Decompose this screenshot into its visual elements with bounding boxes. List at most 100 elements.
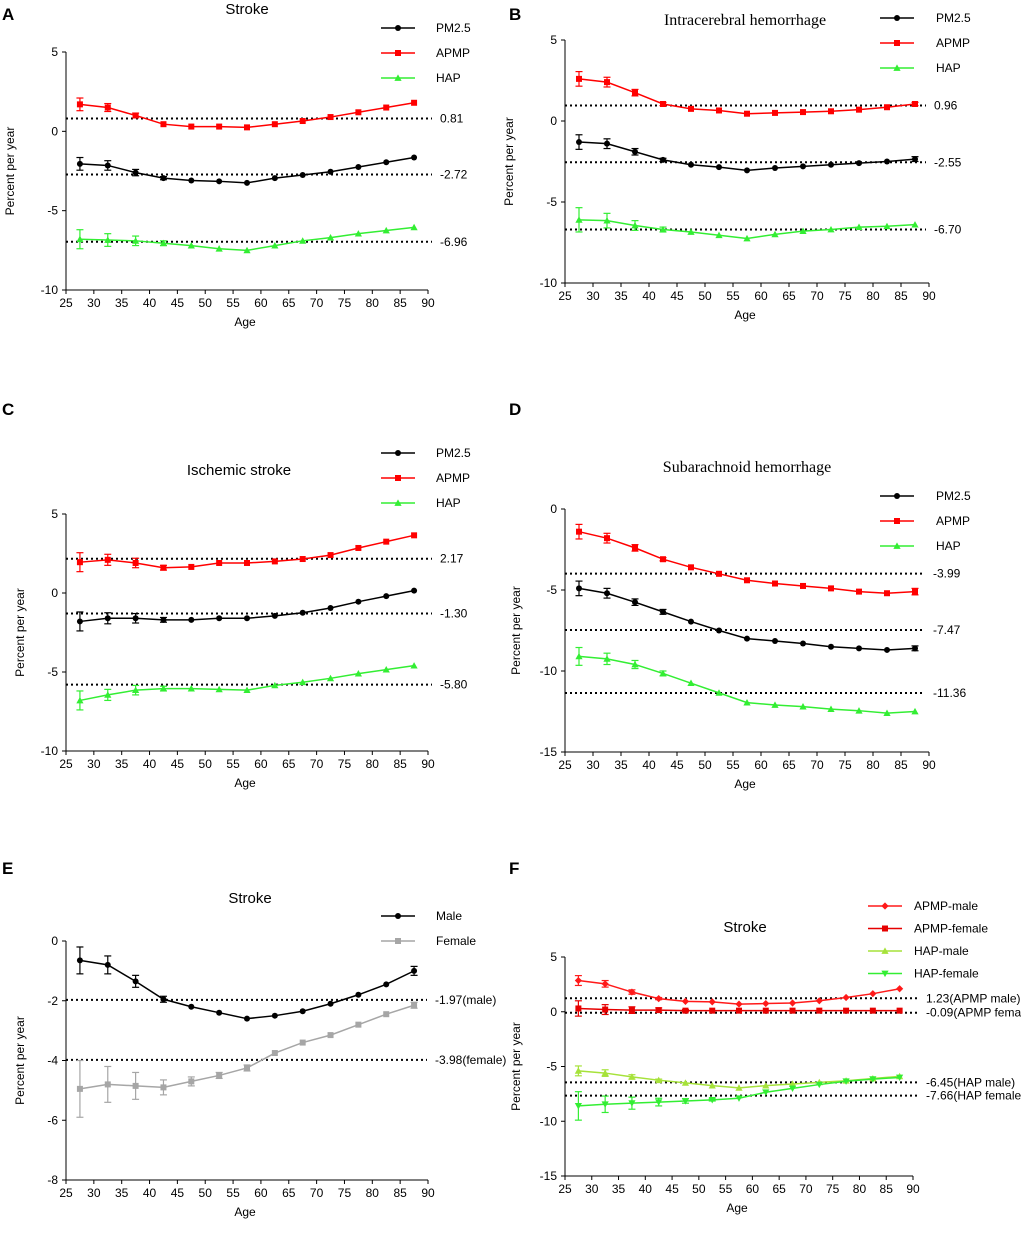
data-point (104, 236, 112, 243)
data-point (843, 1007, 850, 1014)
legend-item: HAP-male (868, 944, 969, 958)
data-point (383, 538, 390, 545)
data-point (160, 996, 167, 1003)
data-point (603, 655, 611, 662)
x-axis-label: Age (234, 776, 256, 790)
data-point (660, 608, 666, 615)
x-tick-label: 30 (87, 296, 101, 310)
x-tick-label: 45 (171, 1186, 185, 1200)
data-point (828, 585, 834, 592)
data-point (215, 245, 223, 252)
data-point (299, 1008, 306, 1015)
x-tick-label: 85 (393, 1186, 407, 1200)
reference-label: -7.66(HAP female) (926, 1089, 1021, 1103)
legend-marker (893, 64, 901, 71)
data-point (655, 1007, 662, 1014)
legend-marker (395, 913, 401, 919)
data-point (299, 171, 306, 178)
data-point (688, 564, 694, 571)
x-tick-label: 55 (719, 1182, 733, 1196)
data-point (687, 679, 695, 687)
data-point (76, 101, 83, 108)
data-point (735, 1000, 743, 1008)
y-tick-label: -5 (47, 204, 58, 218)
legend-label: APMP-female (914, 922, 988, 936)
legend-item: APMP (381, 471, 470, 485)
data-point (655, 1099, 663, 1106)
data-point (884, 646, 890, 653)
data-point (604, 79, 610, 86)
data-point (271, 612, 278, 619)
series-pm2-5 (76, 154, 418, 186)
reference-label: 0.81 (440, 111, 464, 125)
data-point (601, 1069, 609, 1076)
data-point (744, 577, 750, 584)
legend-marker (394, 74, 402, 81)
data-point (132, 978, 139, 985)
reference-label: -2.72 (440, 167, 468, 181)
reference-label: 1.23(APMP male) (926, 991, 1020, 1005)
data-point (271, 121, 278, 128)
data-point (576, 139, 582, 146)
x-tick-label: 50 (698, 289, 712, 303)
legend-item: HAP-female (868, 967, 979, 981)
chart-title: Subarachnoid hemorrhage (663, 459, 831, 476)
legend-label: APMP-male (914, 899, 978, 913)
data-point (716, 107, 722, 114)
y-tick-label: 5 (51, 45, 58, 59)
x-tick-label: 55 (226, 296, 240, 310)
x-tick-label: 40 (143, 296, 157, 310)
x-tick-label: 50 (698, 758, 712, 772)
data-point (884, 158, 890, 165)
x-tick-label: 60 (254, 296, 268, 310)
data-point (410, 662, 418, 669)
x-axis-label: Age (734, 777, 756, 791)
y-tick-label: -5 (546, 583, 557, 597)
x-tick-label: 80 (366, 1186, 380, 1200)
data-point (828, 643, 834, 650)
x-tick-label: 90 (922, 758, 936, 772)
legend-label: PM2.5 (436, 21, 471, 35)
x-tick-label: 25 (558, 289, 572, 303)
series-male (76, 946, 418, 1022)
legend-item: APMP (381, 46, 470, 60)
data-point (827, 705, 835, 712)
legend-label: Male (436, 909, 462, 923)
x-tick-label: 55 (726, 289, 740, 303)
x-tick-label: 60 (754, 758, 768, 772)
data-point (603, 217, 611, 224)
legend-marker (882, 925, 888, 932)
x-tick-label: 40 (639, 1182, 653, 1196)
reference-label: -6.70 (934, 223, 962, 237)
x-tick-label: 80 (853, 1182, 867, 1196)
data-point (271, 558, 278, 565)
x-tick-label: 60 (254, 757, 268, 771)
data-point (160, 1084, 167, 1091)
data-point (631, 660, 639, 668)
x-tick-label: 55 (226, 757, 240, 771)
data-point (410, 223, 418, 231)
x-tick-label: 50 (199, 1186, 213, 1200)
data-point (244, 179, 250, 186)
data-point (244, 559, 250, 566)
data-point (628, 1007, 635, 1014)
series-apmp-male (574, 975, 904, 1008)
data-point (659, 669, 667, 677)
x-tick-label: 75 (338, 1186, 352, 1200)
data-point (912, 156, 918, 163)
x-tick-label: 75 (838, 289, 852, 303)
data-point (772, 580, 778, 587)
y-tick-label: -10 (41, 744, 59, 758)
data-point (216, 1072, 223, 1079)
data-point (76, 160, 83, 167)
y-tick-label: -10 (540, 276, 558, 290)
data-point (660, 100, 666, 107)
legend-marker (394, 499, 402, 506)
data-point (326, 234, 335, 241)
x-tick-label: 80 (866, 289, 880, 303)
x-tick-label: 85 (894, 758, 908, 772)
x-tick-label: 90 (906, 1182, 920, 1196)
reference-label: 2.17 (440, 552, 464, 566)
data-point (355, 991, 362, 998)
data-point (354, 230, 362, 237)
